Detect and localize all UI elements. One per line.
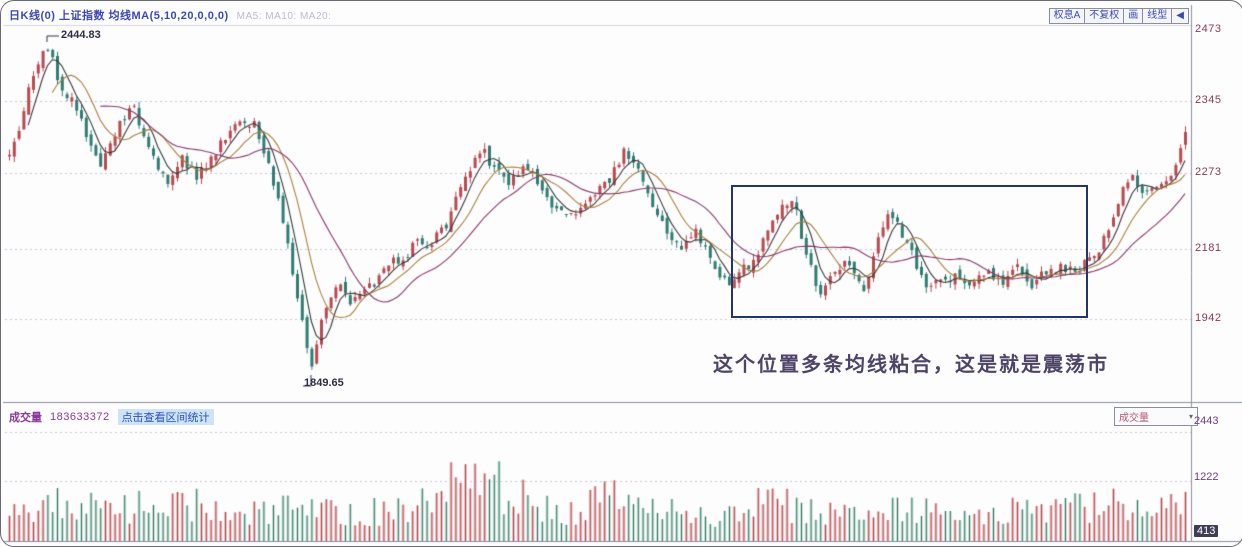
volume-label: 成交量 bbox=[9, 412, 42, 424]
indicator-selector[interactable]: 成交量 ▾ bbox=[1114, 407, 1198, 426]
price-axis-tick: 1942 bbox=[1195, 312, 1222, 324]
toolbar-button-4[interactable]: ◀ bbox=[1171, 8, 1189, 24]
toolbar-button-0[interactable]: 权息A bbox=[1048, 8, 1085, 24]
price-axis-tick: 2473 bbox=[1195, 23, 1222, 35]
toolbar-button-1[interactable]: 不复权 bbox=[1084, 8, 1124, 24]
chart-title: 日K线(0) 上证指数 均线MA(5,10,20,0,0,0) MA5: MA10… bbox=[9, 7, 331, 23]
volume-stats-link[interactable]: 点击查看区间统计 bbox=[117, 409, 214, 425]
price-axis-tick: 2345 bbox=[1195, 94, 1222, 106]
ma-readout: MA5: MA10: MA20: bbox=[236, 11, 332, 22]
toolbar-button-2[interactable]: 画 bbox=[1123, 8, 1143, 24]
price-axis-tick: 2273 bbox=[1195, 166, 1222, 178]
low-price-label: 1849.65 bbox=[304, 377, 344, 389]
chart-title-text: 日K线(0) 上证指数 均线MA(5,10,20,0,0,0) bbox=[9, 10, 229, 22]
price-axis-tick: 2181 bbox=[1195, 242, 1222, 254]
high-price-label: 2444.83 bbox=[61, 29, 101, 41]
highlight-box bbox=[731, 185, 1088, 318]
volume-axis-tick: 1222 bbox=[1194, 471, 1219, 483]
volume-value: 183633372 bbox=[50, 411, 110, 423]
annotation-text: 这个位置多条均线粘合，这是就是震荡市 bbox=[713, 354, 1109, 376]
volume-axis-tick: 2443 bbox=[1194, 415, 1219, 427]
volume-axis-tick: 413 bbox=[1194, 525, 1219, 537]
indicator-selector-value: 成交量 bbox=[1119, 413, 1149, 424]
volume-header: 成交量 183633372 点击查看区间统计 bbox=[9, 409, 214, 425]
chevron-down-icon: ▾ bbox=[1188, 412, 1193, 421]
toolbar: 权息A 不复权画线型 ◀ bbox=[1048, 8, 1189, 24]
toolbar-button-3[interactable]: 线型 bbox=[1142, 8, 1172, 24]
